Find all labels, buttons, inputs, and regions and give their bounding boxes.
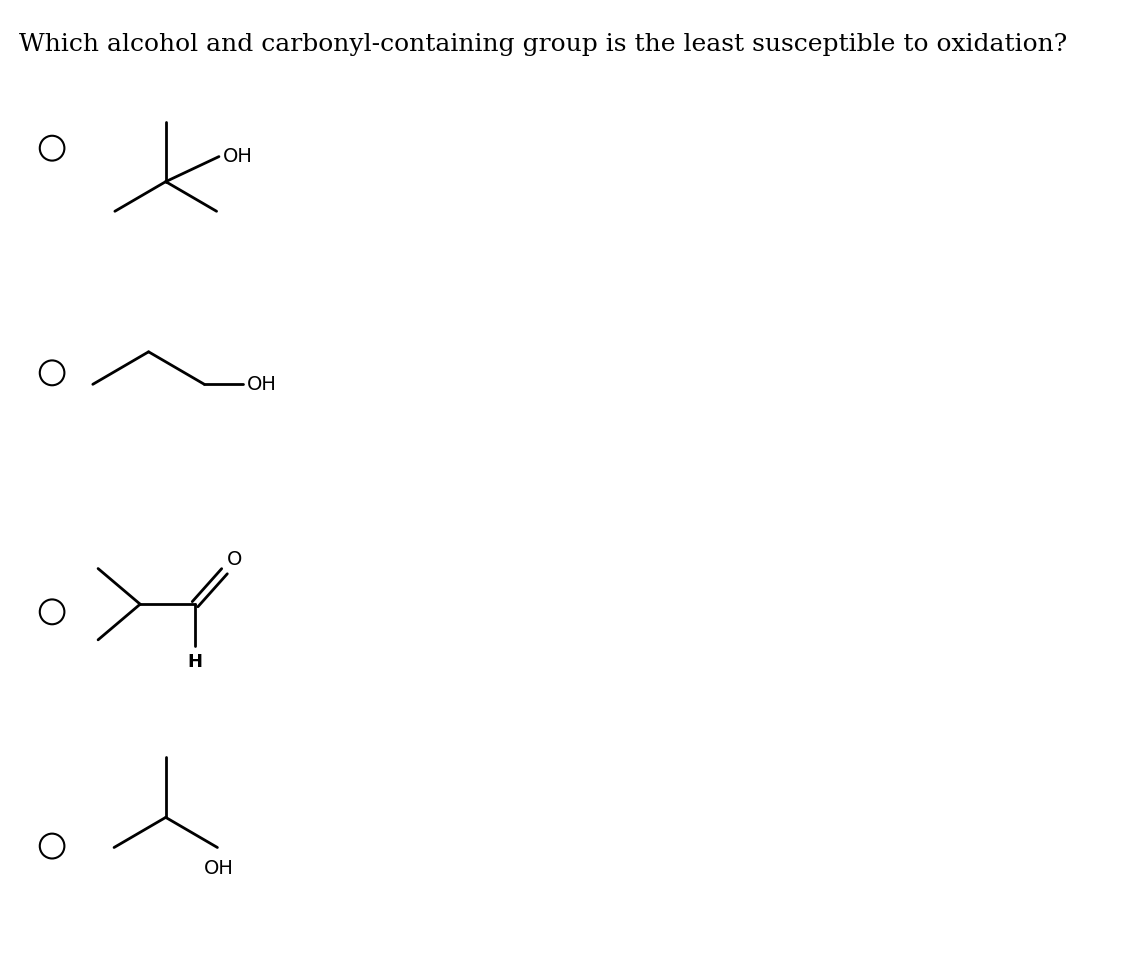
Text: O: O: [227, 551, 243, 570]
Text: H: H: [187, 654, 203, 671]
Text: OH: OH: [203, 859, 234, 878]
Text: Which alcohol and carbonyl-containing group is the least susceptible to oxidatio: Which alcohol and carbonyl-containing gr…: [19, 33, 1067, 56]
Text: OH: OH: [222, 147, 253, 166]
Text: OH: OH: [247, 375, 277, 394]
